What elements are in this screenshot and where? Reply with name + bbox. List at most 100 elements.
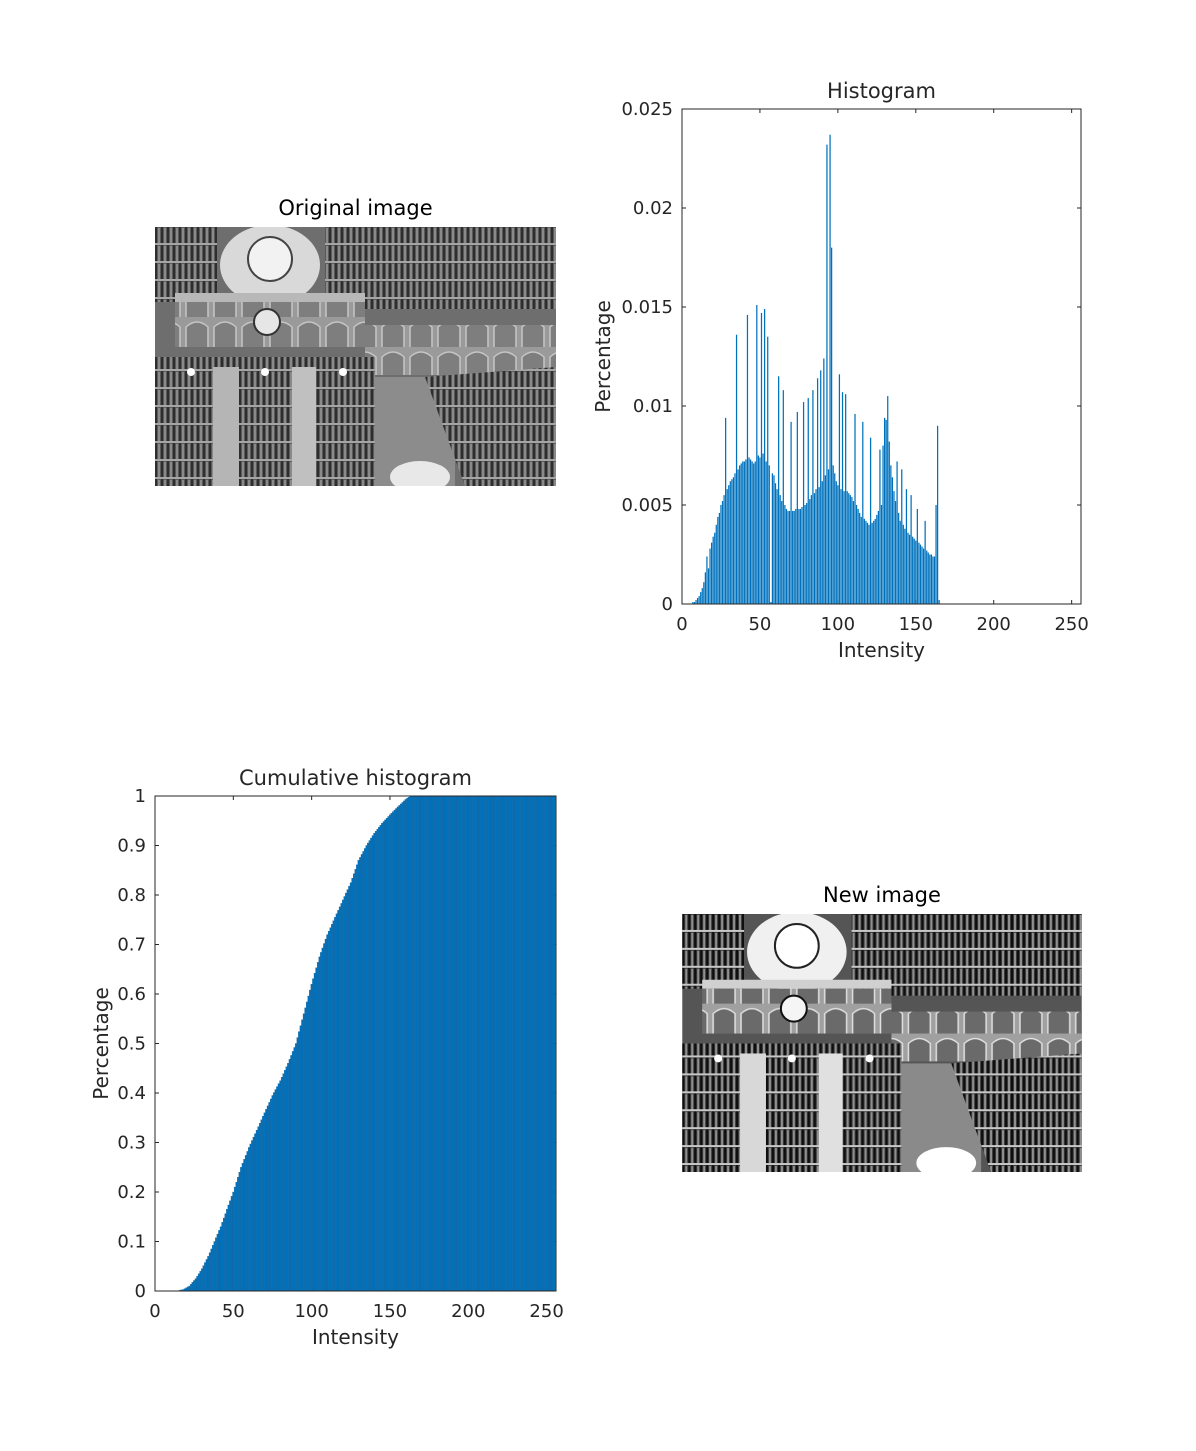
cumulative-bar	[440, 795, 443, 1292]
cumulative-bar	[404, 799, 407, 1292]
cumulative-bar	[188, 1285, 191, 1292]
original-image-title: Original image	[278, 196, 433, 220]
cumulative-bar	[374, 830, 377, 1292]
cumulative-bar	[293, 1047, 296, 1292]
cumulative-bar	[274, 1089, 277, 1292]
y-tick-label: 0.1	[117, 1232, 146, 1253]
histogram-bar	[936, 425, 939, 604]
cumulative-bar	[506, 795, 509, 1292]
cumulative-bar	[434, 795, 437, 1292]
cumulative-bar	[504, 795, 507, 1292]
cumulative-bar	[201, 1268, 203, 1292]
y-tick-label: 0.5	[117, 1034, 146, 1055]
cumulative-bar	[321, 947, 324, 1292]
histogram-bar	[773, 475, 775, 604]
histogram-bar	[823, 358, 825, 604]
histogram-bar	[709, 548, 711, 604]
cumulative-bar	[508, 795, 510, 1292]
cumulative-bar	[227, 1204, 230, 1292]
cumulative-bar	[472, 795, 474, 1292]
histogram-bar	[712, 536, 714, 604]
cumulative-bar	[373, 832, 376, 1292]
histogram-bar	[810, 495, 812, 604]
cumulative-bar	[357, 860, 360, 1292]
cumulative-bar	[542, 795, 545, 1292]
cumulative-bar	[342, 899, 344, 1292]
histogram-bar	[703, 582, 705, 604]
x-tick-label: 0	[676, 614, 687, 635]
cumulative-bar	[509, 795, 512, 1292]
histogram-bar	[901, 469, 903, 604]
cumulative-bar	[445, 795, 448, 1292]
cumulative-bar	[431, 795, 434, 1292]
cumulative-bar	[263, 1112, 266, 1292]
x-tick-label: 250	[1054, 614, 1088, 635]
histogram-bar	[698, 596, 700, 604]
histogram-bar	[746, 314, 749, 604]
cumulative-bar	[457, 795, 460, 1292]
histogram-bar	[879, 449, 881, 604]
histogram-bar	[926, 550, 928, 604]
cumulative-bar	[371, 835, 374, 1292]
histogram-bar	[921, 546, 923, 604]
cumulative-bar	[345, 892, 348, 1292]
histogram-bar	[804, 505, 806, 604]
histogram-bar	[756, 305, 758, 604]
cumulative-bar	[409, 795, 412, 1292]
cumulative-bar	[493, 795, 496, 1292]
cumulative-bar	[340, 903, 343, 1292]
cumulative-bar	[479, 795, 482, 1292]
cumulative-bar	[511, 795, 514, 1292]
histogram-bar	[831, 247, 833, 604]
cumulative-bar	[446, 795, 449, 1292]
histogram-bar	[792, 510, 794, 604]
x-tick-label: 200	[451, 1301, 485, 1322]
cumulative-bar	[230, 1196, 233, 1292]
cumulative-bar	[240, 1167, 243, 1292]
histogram-bar	[763, 308, 766, 604]
cumulative-bar	[481, 795, 484, 1292]
histogram-bar	[854, 413, 856, 604]
cumulative-bar	[287, 1063, 290, 1292]
cumulative-bar	[512, 795, 515, 1292]
cumulative-bar	[487, 795, 490, 1292]
cumulative-bar	[229, 1200, 232, 1292]
cumulative-bar	[412, 795, 415, 1292]
cumulative-bar	[385, 818, 388, 1292]
cumulative-bar	[403, 800, 405, 1292]
cumulative-bar	[343, 896, 346, 1292]
histogram-bar	[880, 505, 883, 604]
cumulative-bar	[417, 795, 420, 1292]
cumulative-bar	[348, 885, 351, 1292]
cumulative-bar	[237, 1177, 239, 1292]
histogram-bar	[788, 510, 791, 604]
cumulative-bar	[251, 1140, 254, 1292]
cumulative-bar	[210, 1248, 213, 1292]
cumulative-bar	[448, 795, 451, 1292]
histogram-bar	[714, 532, 716, 604]
cumulative-bar	[199, 1271, 202, 1292]
histogram-bar	[898, 512, 900, 604]
histogram-bar	[916, 508, 918, 604]
cumulative-bar	[213, 1241, 216, 1292]
cumulative-bar	[277, 1083, 280, 1292]
cumulative-bar	[503, 795, 506, 1292]
cumulative-bar	[492, 795, 495, 1292]
histogram-bar	[821, 481, 823, 604]
histogram-bar	[701, 588, 703, 604]
cumulative-bar	[222, 1217, 225, 1292]
histogram-bar	[912, 536, 914, 604]
cumulative-bar	[539, 795, 542, 1292]
cumulative-bar	[224, 1213, 227, 1292]
y-tick-label: 0.2	[117, 1182, 146, 1203]
histogram-bar	[852, 501, 855, 604]
histogram-bar	[860, 516, 862, 604]
histogram-bar	[826, 144, 828, 604]
cumulative-bar	[378, 827, 380, 1292]
cumulative-bar	[410, 795, 413, 1292]
cumulative-bar	[439, 795, 442, 1292]
cumulative-bar	[443, 795, 446, 1292]
cumulative-bar	[437, 795, 440, 1292]
cumulative-bar	[191, 1282, 194, 1292]
histogram-bar	[796, 411, 798, 604]
